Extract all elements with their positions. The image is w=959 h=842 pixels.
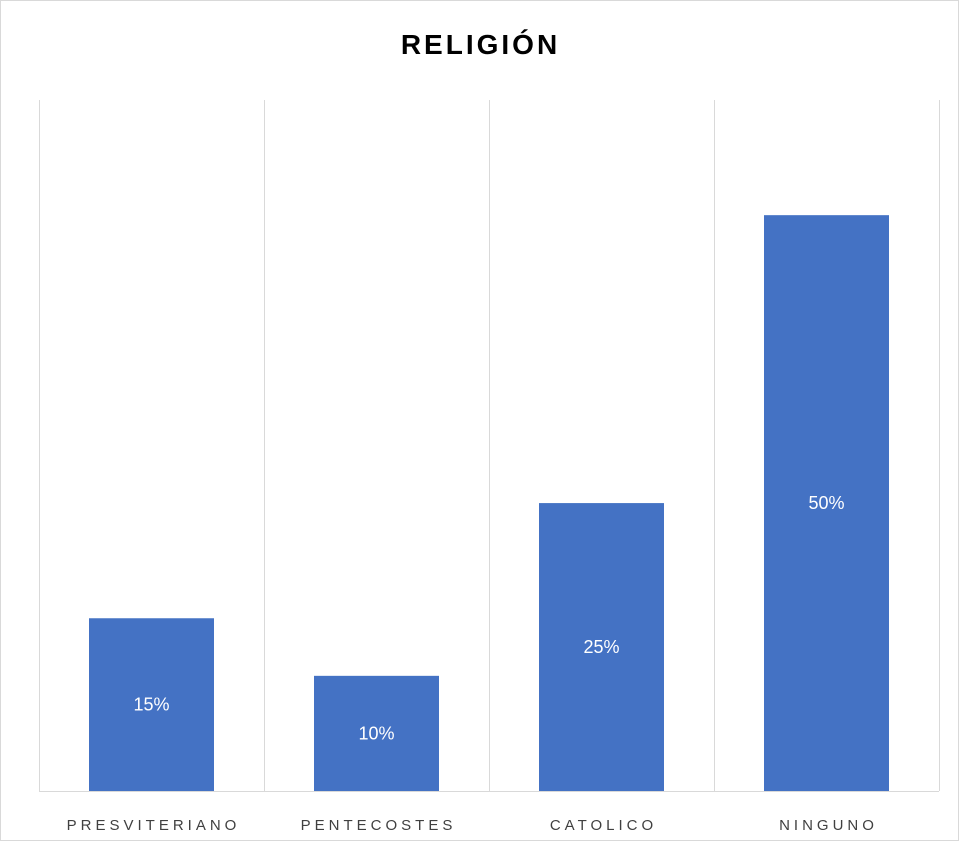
bar-catolico: [539, 503, 664, 791]
bar-ninguno: [764, 215, 889, 791]
category-label-ninguno: NINGUNO: [779, 817, 878, 834]
category-label-catolico: CATOLICO: [550, 817, 657, 834]
chart-title: RELIGIÓN: [400, 29, 561, 60]
data-label-pentecostes: 10%: [358, 723, 394, 743]
bar-presviteriano: [89, 618, 214, 791]
category-label-presviteriano: PRESVITERIANO: [67, 817, 241, 834]
data-label-presviteriano: 15%: [133, 695, 169, 715]
bar-pentecostes: [314, 675, 439, 791]
data-label-catolico: 25%: [583, 637, 619, 657]
category-label-pentecostes: PENTECOSTES: [301, 817, 457, 834]
data-label-ninguno: 50%: [808, 493, 844, 513]
